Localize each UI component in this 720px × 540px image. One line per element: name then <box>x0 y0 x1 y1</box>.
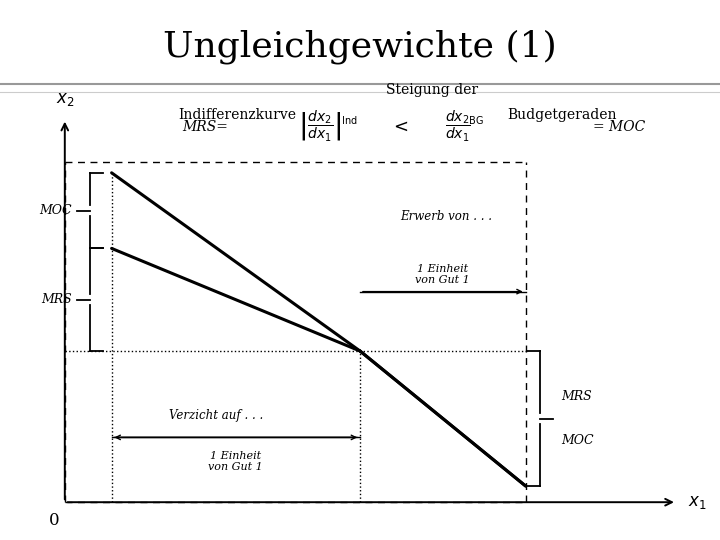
Text: 0: 0 <box>49 512 59 529</box>
Text: $\dfrac{dx_2}{dx_1}^{\!\mathrm{BG}}$: $\dfrac{dx_2}{dx_1}^{\!\mathrm{BG}}$ <box>445 109 484 145</box>
Text: Budgetgeraden: Budgetgeraden <box>507 108 616 122</box>
Text: $<$: $<$ <box>390 118 409 136</box>
Text: = MOC: = MOC <box>593 120 645 134</box>
Text: MRS: MRS <box>41 293 72 306</box>
Text: $x_2$: $x_2$ <box>55 91 74 108</box>
Text: 1 Einheit
von Gut 1: 1 Einheit von Gut 1 <box>415 264 470 285</box>
Text: Indifferenzkurve: Indifferenzkurve <box>179 108 297 122</box>
Text: MOC: MOC <box>40 204 72 217</box>
Text: Verzicht auf . . .: Verzicht auf . . . <box>169 409 263 422</box>
Text: 1 Einheit
von Gut 1: 1 Einheit von Gut 1 <box>208 451 264 472</box>
Text: MOC: MOC <box>562 434 594 447</box>
Text: Ungleichgewichte (1): Ungleichgewichte (1) <box>163 30 557 64</box>
Text: Steigung der: Steigung der <box>386 83 478 97</box>
Text: $\left|\dfrac{dx_2}{dx_1}\right|^{\!\mathrm{Ind}}$: $\left|\dfrac{dx_2}{dx_1}\right|^{\!\mat… <box>298 109 357 145</box>
Text: Erwerb von . . .: Erwerb von . . . <box>400 210 492 222</box>
Text: $x_1$: $x_1$ <box>688 494 706 511</box>
Text: MRS=: MRS= <box>182 120 228 134</box>
Text: MRS: MRS <box>562 390 593 403</box>
